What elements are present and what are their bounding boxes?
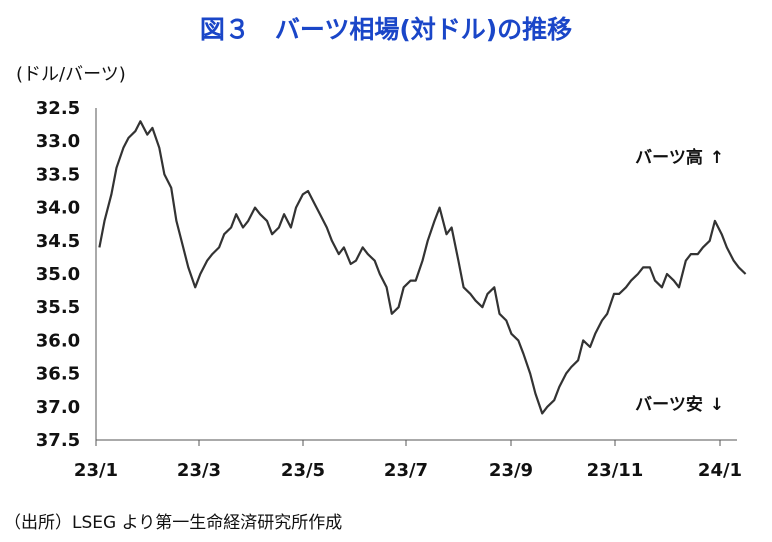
x-tick-label: 23/11 <box>587 460 644 481</box>
x-tick-label: 23/9 <box>489 460 533 481</box>
y-tick-label: 33.0 <box>36 131 80 152</box>
y-tick-label: 33.5 <box>36 164 80 185</box>
y-tick-label: 32.5 <box>36 98 80 119</box>
chart-title: 図３ バーツ相場(対ドル)の推移 <box>199 15 573 44</box>
series-line <box>98 120 747 415</box>
y-tick-label: 37.5 <box>36 430 80 451</box>
y-tick-label: 36.5 <box>36 364 80 385</box>
y-axis-ticks: 32.5 33.0 33.5 34.0 34.5 35.0 35.5 36.0 36.5 37.0… <box>36 98 80 451</box>
source-note: （出所）LSEG より第一生命経済研究所作成 <box>4 513 343 533</box>
y-tick-label: 36.0 <box>36 330 80 351</box>
annotation-label: バーツ安 <box>635 394 703 415</box>
y-tick-label: 34.5 <box>36 231 80 252</box>
arrow-up-icon: ↑ <box>710 148 724 168</box>
arrow-down-icon: ↓ <box>710 395 724 415</box>
y-tick-label: 35.0 <box>36 264 80 285</box>
x-tick-label: 24/1 <box>698 460 742 481</box>
y-tick-label: 37.0 <box>36 397 80 418</box>
y-tick-label: 35.5 <box>36 297 80 318</box>
x-axis-ticks: 23/1 23/3 23/5 23/7 23/9 23/11 24/1 <box>74 440 742 481</box>
annotation-label: バーツ高 <box>635 147 703 168</box>
series-group <box>98 120 747 415</box>
annotations: バーツ高 ↑ バーツ安 ↓ <box>635 147 724 415</box>
unit-label: (ドル/バーツ) <box>16 64 126 85</box>
x-tick-label: 23/7 <box>384 460 428 481</box>
axes <box>95 108 737 441</box>
x-tick-label: 23/3 <box>177 460 221 481</box>
y-tick-label: 34.0 <box>36 198 80 219</box>
x-tick-label: 23/5 <box>281 460 325 481</box>
x-tick-label: 23/1 <box>74 460 118 481</box>
